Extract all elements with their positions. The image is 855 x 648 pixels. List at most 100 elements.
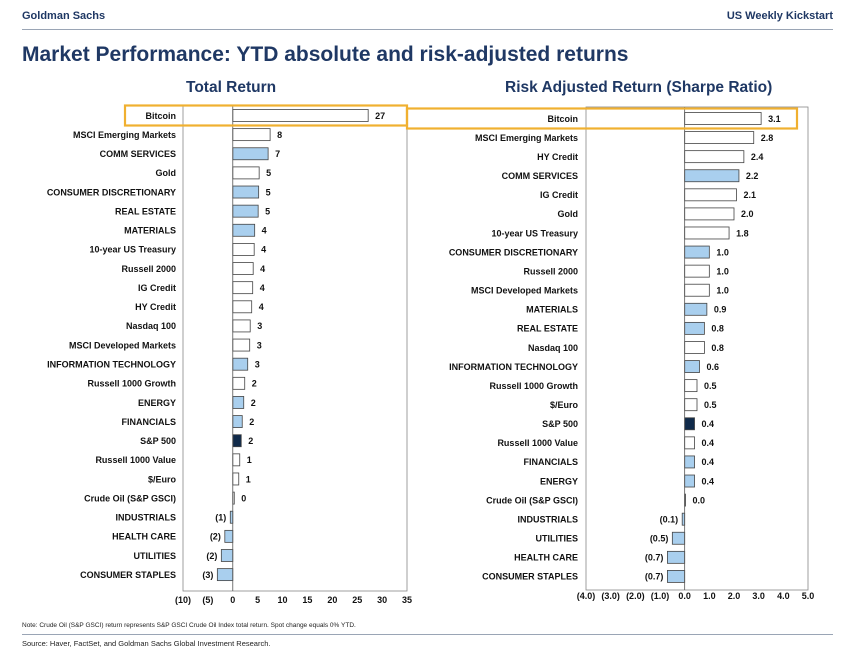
sharpe-category-label: Gold [558,209,579,219]
sharpe-highlight-box [405,107,799,130]
total-return-category-label: Russell 2000 [121,264,176,274]
sharpe-category-label: Russell 1000 Growth [489,381,578,391]
sharpe-tick-label: 4.0 [777,591,790,601]
total-return-category-label: IG Credit [138,283,176,293]
total-return-bar [232,434,242,448]
sharpe-bar [684,150,745,164]
sharpe-data-label: 1.0 [716,247,729,257]
sharpe-plot-frame [585,106,809,591]
sharpe-data-label: 2.8 [761,133,774,143]
sharpe-data-label: 0.5 [704,381,717,391]
total-return-bar [224,529,234,543]
sharpe-bar [684,321,705,335]
sharpe-bar [684,398,698,412]
sharpe-data-label: (0.7) [645,572,664,582]
sharpe-bar [684,417,695,431]
sharpe-data-label: (0.5) [650,534,669,544]
total-return-data-label: 2 [248,436,253,446]
total-return-bar [232,281,254,295]
total-return-data-label: (2) [210,532,221,542]
sharpe-tick-label: (2.0) [626,591,645,601]
total-return-category-label: CONSUMER DISCRETIONARY [47,187,176,197]
total-return-bar [232,415,243,428]
total-return-category-label: MSCI Developed Markets [69,340,176,350]
total-return-data-label: 4 [262,226,267,236]
sharpe-category-label: Bitcoin [548,114,579,124]
sharpe-category-label: MSCI Emerging Markets [475,133,578,143]
sharpe-category-label: Crude Oil (S&P GSCI) [486,495,578,505]
sharpe-data-label: 0.6 [706,362,719,372]
total-return-title: Total Return [186,79,277,96]
sharpe-tick-label: 5.0 [802,591,815,601]
total-return-bar [232,223,256,237]
sharpe-data-label: 2.2 [746,171,759,181]
sharpe-tick-label: (3.0) [601,591,620,601]
sharpe-bar [667,550,686,564]
total-return-bar [216,568,234,582]
sharpe-category-label: MSCI Developed Markets [471,286,578,296]
total-return-bar [232,128,271,142]
sharpe-data-label: 3.1 [768,114,781,124]
sharpe-category-label: CONSUMER STAPLES [482,572,578,582]
total-return-bar [232,109,369,122]
sharpe-category-label: Russell 1000 Value [497,438,578,448]
total-return-data-label: 2 [252,379,257,389]
total-return-bar [232,472,240,486]
total-return-category-label: CONSUMER STAPLES [80,570,176,580]
sharpe-tick-label: 3.0 [752,591,765,601]
total-return-category-label: Russell 1000 Growth [87,379,176,389]
total-return-bar [232,319,251,333]
sharpe-bar [684,455,695,469]
total-return-category-label: Nasdaq 100 [126,321,176,331]
sharpe-data-label: 2.0 [741,209,754,219]
total-return-tick-label: 0 [230,595,235,605]
sharpe-category-label: INDUSTRIALS [518,514,579,524]
sharpe-category-label: COMM SERVICES [502,171,578,181]
sharpe-data-label: 0.8 [711,343,724,353]
total-return-data-label: (3) [202,570,213,580]
total-return-data-label: 5 [265,206,270,216]
sharpe-data-label: 0.4 [702,476,715,486]
total-return-data-label: 2 [249,417,254,427]
total-return-category-label: MATERIALS [124,226,176,236]
sharpe-data-label: 0.8 [711,324,724,334]
sharpe-bar [684,360,700,373]
total-return-data-label: (2) [206,551,217,561]
sharpe-data-label: 2.1 [743,190,756,200]
sharpe-bar [684,264,710,278]
total-return-data-label: 27 [375,111,385,121]
total-return-bar [232,300,253,314]
total-return-category-label: $/Euro [148,474,177,484]
total-return-data-label: 1 [247,455,252,465]
report-name: US Weekly Kickstart [726,10,833,22]
sharpe-category-label: MATERIALS [526,305,578,315]
sharpe-bar [671,531,686,545]
total-return-data-label: 2 [251,398,256,408]
sharpe-data-label: 1.8 [736,228,749,238]
sharpe-data-label: (0.1) [660,514,679,524]
total-return-data-label: 4 [259,302,264,312]
sharpe-category-label: UTILITIES [536,534,579,544]
sharpe-category-label: HY Credit [537,152,578,162]
sharpe-data-label: 1.0 [716,286,729,296]
total-return-tick-label: 15 [302,595,312,605]
header-divider [22,29,833,30]
total-return-category-label: ENERGY [138,398,176,408]
sharpe-tick-label: (4.0) [577,591,596,601]
total-return-category-label: REAL ESTATE [115,206,176,216]
sharpe-category-label: INFORMATION TECHNOLOGY [449,362,578,372]
total-return-category-label: COMM SERVICES [100,149,176,159]
sharpe-category-label: ENERGY [540,476,578,486]
sharpe-tick-label: (1.0) [651,591,670,601]
sharpe-category-label: IG Credit [540,190,578,200]
sharpe-tick-label: 1.0 [703,591,716,601]
total-return-bar [220,549,234,562]
total-return-bar [232,147,269,161]
total-return-category-label: INDUSTRIALS [116,513,177,523]
total-return-tick-label: 20 [327,595,337,605]
total-return-bar [232,243,255,256]
total-return-data-label: 3 [257,340,262,350]
total-return-tick-label: 35 [402,595,412,605]
total-return-bar [232,396,245,409]
